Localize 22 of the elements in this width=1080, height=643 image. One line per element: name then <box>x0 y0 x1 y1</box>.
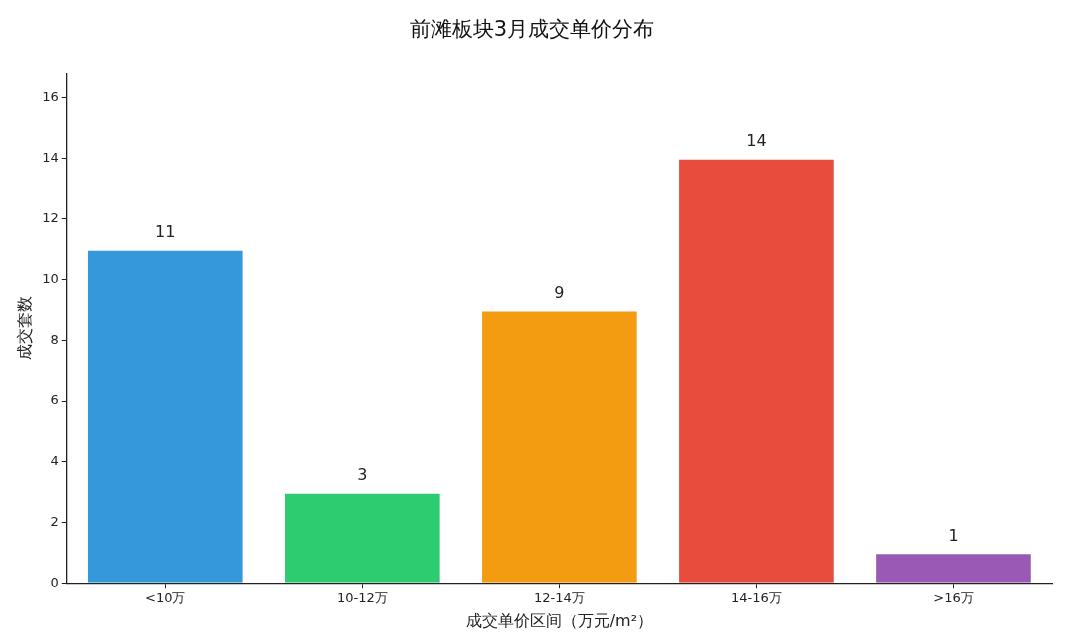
x-tick-label: 10-12万 <box>336 590 388 606</box>
data-label: 11 <box>155 222 176 242</box>
x-tick-label: <10万 <box>145 590 186 606</box>
y-tick-label: 0 <box>50 574 59 590</box>
x-tick-label: >16万 <box>933 590 974 606</box>
x-tick-label: 12-14万 <box>533 590 585 606</box>
y-tick-label: 8 <box>50 331 59 347</box>
data-label: 1 <box>948 526 959 545</box>
data-label: 9 <box>554 283 565 303</box>
y-tick-label: 6 <box>50 392 59 408</box>
chart-title: 前滩板块3月成交单价分布 <box>409 17 655 42</box>
x-axis-title: 成交单价区间（万元/m²） <box>465 610 654 630</box>
y-axis-title: 成交套数 <box>14 296 34 361</box>
y-tick-label: 4 <box>50 453 59 469</box>
y-tick-label: 12 <box>42 210 59 226</box>
data-label: 3 <box>357 465 368 485</box>
y-tick-label: 16 <box>42 88 59 104</box>
data-label: 14 <box>746 131 767 151</box>
y-tick-label: 10 <box>42 271 59 286</box>
y-tick-label: 2 <box>50 513 59 529</box>
x-tick-label: 14-16万 <box>731 590 782 606</box>
y-tick-label: 14 <box>42 149 59 165</box>
